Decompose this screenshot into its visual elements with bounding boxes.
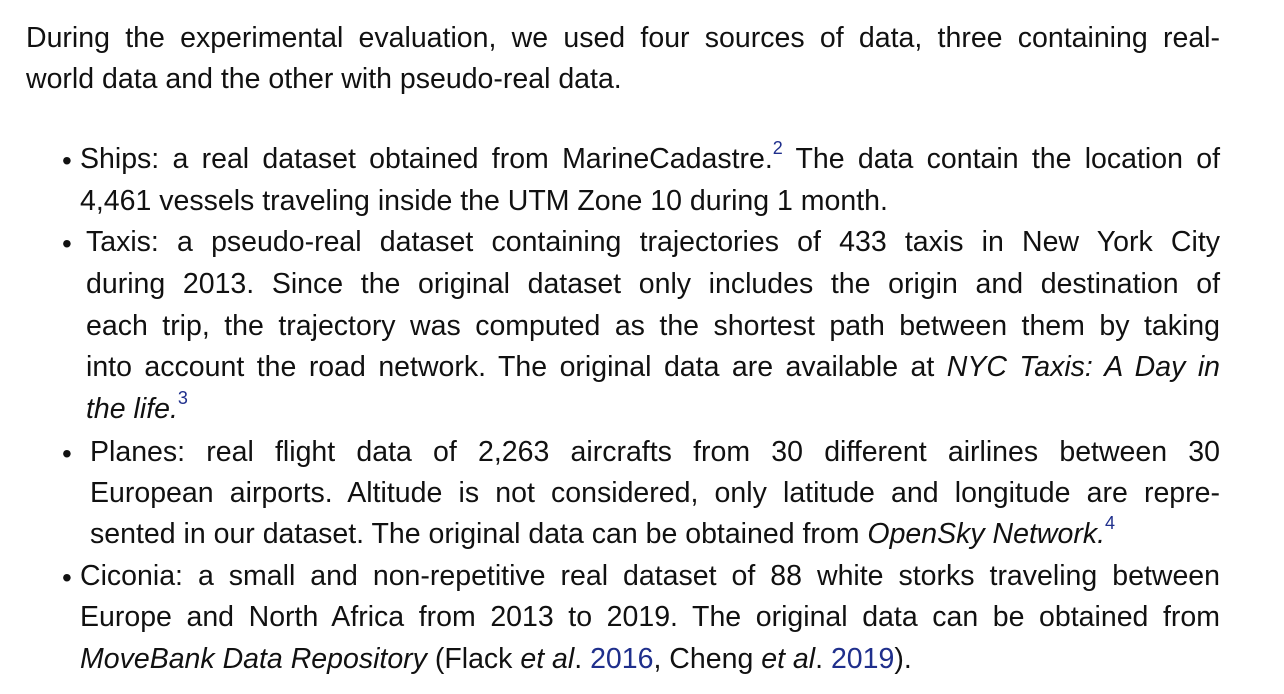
citation-flack-2016-link[interactable]: 2016	[590, 643, 654, 675]
ships-line-1: Ships: a real dataset obtained from Mari…	[80, 138, 1220, 175]
planes-line-3: sented in our dataset. The original data…	[90, 513, 1116, 550]
taxis-line-3: each trip, the trajectory was computed a…	[86, 310, 1220, 342]
planes-line-1: Planes: real flight data of 2,263 aircra…	[90, 436, 1220, 468]
footnote-4-link[interactable]: 4	[1105, 513, 1116, 533]
bullet-ciconia: •	[62, 562, 72, 593]
ships-line-2: 4,461 vessels traveling inside the UTM Z…	[80, 185, 888, 217]
bullet-taxis: •	[62, 228, 72, 259]
taxis-line-5: the life.3	[86, 388, 188, 425]
ciconia-line-1: Ciconia: a small and non-repetitive real…	[80, 560, 1220, 592]
ciconia-line-2: Europe and North Africa from 2013 to 201…	[80, 601, 1220, 633]
taxis-line-4: into account the road network. The origi…	[86, 351, 1221, 383]
intro-line-1: During the experimental evaluation, we u…	[26, 22, 1220, 54]
ciconia-line-3: MoveBank Data Repository (Flack et al. 2…	[80, 643, 912, 675]
taxis-line-2: during 2013. Since the original dataset …	[86, 268, 1220, 300]
footnote-3-link[interactable]: 3	[177, 388, 188, 408]
taxis-line-1: Taxis: a pseudo-real dataset containing …	[86, 226, 1220, 258]
planes-line-2: European airports. Altitude is not consi…	[90, 477, 1220, 509]
citation-cheng-2019-link[interactable]: 2019	[830, 643, 895, 675]
intro-line-2: world data and the other with pseudo-rea…	[26, 63, 622, 95]
bullet-planes: •	[62, 438, 72, 469]
footnote-2-link[interactable]: 2	[772, 138, 783, 158]
bullet-ships: •	[62, 145, 72, 176]
